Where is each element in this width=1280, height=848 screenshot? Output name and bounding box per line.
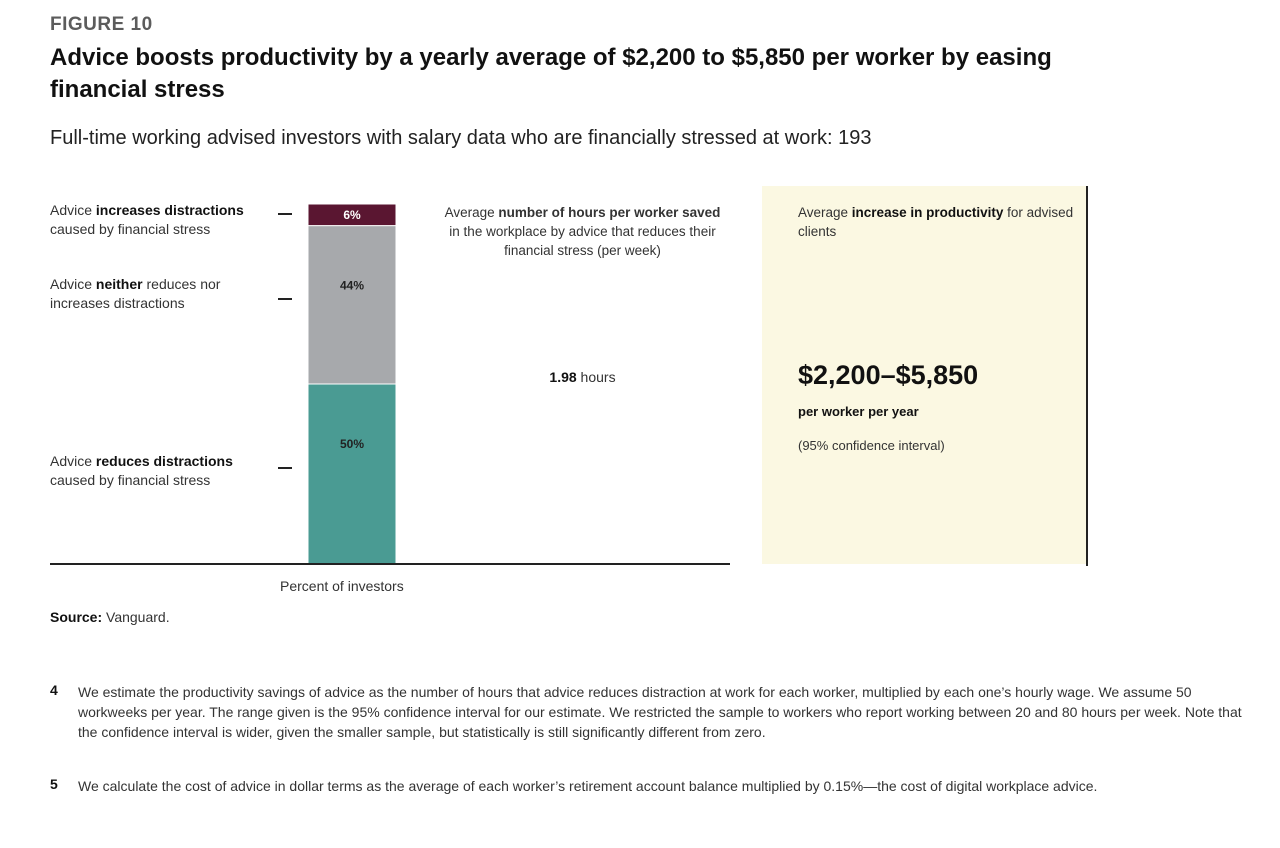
source-note: Source: Vanguard. bbox=[50, 609, 170, 625]
hours-value: 1.98 hours bbox=[440, 369, 725, 385]
figure-label: FIGURE 10 bbox=[50, 14, 153, 35]
stacked-bar-chart: 50% 44% 6% bbox=[307, 203, 397, 564]
productivity-unit: per worker per year bbox=[798, 404, 919, 419]
label-neither-pre: Advice bbox=[50, 276, 96, 292]
tick-increases bbox=[278, 213, 292, 215]
chart-title: Advice boosts productivity by a yearly a… bbox=[50, 44, 1052, 103]
source-text: Vanguard. bbox=[102, 609, 170, 625]
hours-head-bold: number of hours per worker saved bbox=[498, 205, 721, 220]
tick-neither bbox=[278, 298, 292, 300]
baseline-axis bbox=[50, 563, 730, 565]
chart-subtitle: Full-time working advised investors with… bbox=[50, 127, 872, 149]
productivity-panel bbox=[762, 186, 1086, 564]
prod-head-bold: increase in productivity bbox=[851, 205, 1004, 220]
label-increases-distractions: Advice increases distractions caused by … bbox=[50, 201, 285, 239]
productivity-heading: Average increase in productivity for adv… bbox=[798, 203, 1078, 241]
data-label-50: 50% bbox=[340, 437, 364, 451]
label-increases-post: caused by financial stress bbox=[50, 221, 211, 237]
bar-segment-50 bbox=[307, 383, 397, 564]
hours-unit: hours bbox=[576, 369, 616, 385]
confidence-interval-note: (95% confidence interval) bbox=[798, 438, 945, 453]
footnote-number: 5 bbox=[50, 776, 58, 792]
source-label: Source: bbox=[50, 609, 103, 625]
footnote-text: We estimate the productivity savings of … bbox=[78, 684, 1242, 740]
bar-segment-6 bbox=[307, 203, 397, 227]
prod-head-pre: Average bbox=[798, 205, 852, 220]
label-increases-bold: increases distractions bbox=[95, 202, 244, 218]
hours-head-post: in the workplace by advice that reduces … bbox=[449, 224, 716, 258]
label-reduces-distractions: Advice reduces distractions caused by fi… bbox=[50, 452, 265, 490]
label-neither-post: reduces nor increases distractions bbox=[50, 276, 221, 311]
label-neither-bold: neither bbox=[95, 276, 143, 292]
data-label-44: 44% bbox=[340, 279, 364, 293]
panel-rule bbox=[1086, 186, 1088, 566]
productivity-value: $2,200–$5,850 bbox=[798, 360, 979, 390]
hours-number: 1.98 bbox=[549, 369, 577, 385]
bar-segment-44 bbox=[307, 225, 397, 385]
hours-heading: Average number of hours per worker saved… bbox=[440, 203, 725, 260]
label-increases-pre: Advice bbox=[50, 202, 96, 218]
label-reduces-bold: reduces distractions bbox=[95, 453, 233, 469]
prod-head-post: for advised clients bbox=[798, 205, 1074, 239]
label-reduces-post: caused by financial stress bbox=[50, 472, 211, 488]
x-axis-label: Percent of investors bbox=[280, 578, 404, 594]
data-label-6: 6% bbox=[343, 208, 361, 222]
footnote-number: 4 bbox=[50, 682, 58, 698]
tick-reduces bbox=[278, 467, 292, 469]
hours-head-pre: Average bbox=[444, 205, 499, 220]
label-reduces-pre: Advice bbox=[50, 453, 96, 469]
footnote-text: We calculate the cost of advice in dolla… bbox=[78, 778, 1098, 794]
label-neither: Advice neither reduces nor increases dis… bbox=[50, 275, 250, 313]
